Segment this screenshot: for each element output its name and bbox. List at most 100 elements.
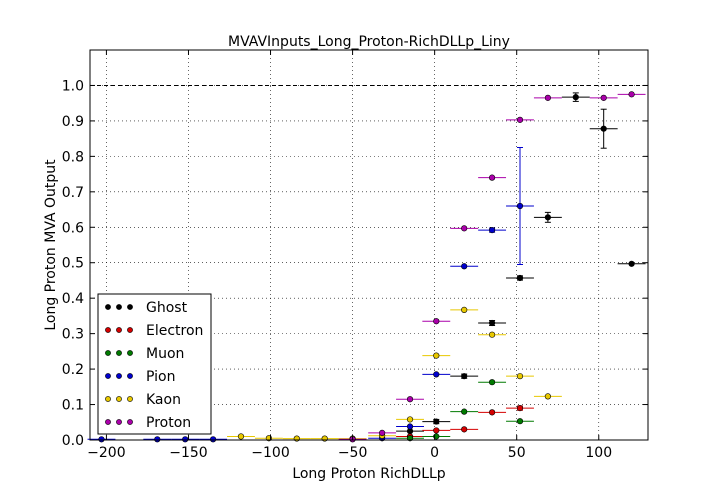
electron-point xyxy=(478,409,507,416)
proton-marker xyxy=(433,318,440,325)
kaon-marker xyxy=(488,331,496,338)
pion-point xyxy=(396,423,424,430)
y-tick-label: 0.1 xyxy=(62,398,84,414)
series-muon xyxy=(396,379,534,442)
muon-marker xyxy=(461,408,468,415)
ghost-marker xyxy=(628,260,635,267)
pion-marker xyxy=(98,436,105,443)
series-proton xyxy=(338,91,646,443)
legend-marker xyxy=(127,373,133,379)
ghost-point xyxy=(561,92,590,102)
legend-marker xyxy=(116,327,122,333)
ghost-marker xyxy=(516,274,524,282)
series-kaon xyxy=(227,306,562,442)
pion-marker xyxy=(154,436,161,443)
legend-item-electron: Electron xyxy=(105,323,203,339)
pion-point xyxy=(506,147,534,265)
electron-marker xyxy=(488,409,496,416)
muon-point xyxy=(478,379,507,386)
y-tick-label: 0.0 xyxy=(62,433,84,449)
x-tick-label: 0 xyxy=(430,445,439,461)
legend-label: Pion xyxy=(146,369,175,385)
proton-point xyxy=(368,429,397,437)
series-ghost xyxy=(396,92,646,435)
proton-point xyxy=(422,318,451,325)
legend-marker xyxy=(105,373,111,379)
legend-marker xyxy=(105,396,111,402)
muon-marker xyxy=(516,418,524,425)
pion-point xyxy=(422,371,451,378)
pion-marker xyxy=(433,371,440,378)
proton-marker xyxy=(406,396,414,403)
legend-marker xyxy=(105,327,111,333)
muon-point xyxy=(506,418,534,425)
x-tick-label: −200 xyxy=(87,445,125,461)
pion-point xyxy=(478,227,507,234)
electron-point xyxy=(450,426,479,433)
legend-marker xyxy=(116,396,122,402)
legend-marker xyxy=(127,396,133,402)
pion-marker xyxy=(488,227,496,234)
pion-marker xyxy=(209,436,217,443)
kaon-point xyxy=(478,331,507,338)
ghost-point xyxy=(533,211,562,223)
x-tick-label: 50 xyxy=(508,445,526,461)
electron-point xyxy=(506,404,534,412)
pion-point xyxy=(87,436,116,443)
electron-point xyxy=(422,427,451,434)
pion-point xyxy=(199,436,228,443)
y-tick-label: 0.3 xyxy=(62,327,84,343)
pion-marker xyxy=(406,423,414,430)
legend-item-proton: Proton xyxy=(105,415,191,431)
legend-marker xyxy=(127,327,133,333)
legend-marker xyxy=(127,350,133,356)
pion-marker xyxy=(516,202,524,210)
chart-title: MVAVInputs_Long_Proton-RichDLLp_Liny xyxy=(228,34,510,50)
x-tick-label: 100 xyxy=(585,445,612,461)
x-tick-label: −50 xyxy=(338,445,368,461)
ghost-point xyxy=(617,260,646,267)
kaon-point xyxy=(227,433,255,440)
ghost-marker xyxy=(461,373,468,380)
proton-point xyxy=(589,94,618,101)
legend-item-pion: Pion xyxy=(105,369,175,385)
muon-point xyxy=(450,408,479,415)
y-tick-label: 0.8 xyxy=(62,149,84,165)
proton-point xyxy=(396,396,424,403)
legend-label: Kaon xyxy=(146,392,181,408)
legend-box xyxy=(97,293,212,435)
kaon-marker xyxy=(461,306,468,313)
proton-marker xyxy=(600,94,607,101)
legend-marker xyxy=(105,419,111,425)
legend-marker xyxy=(116,350,122,356)
kaon-point xyxy=(396,416,424,423)
proton-point xyxy=(506,116,534,123)
kaon-marker xyxy=(237,433,245,440)
proton-marker xyxy=(516,116,524,123)
pion-marker xyxy=(461,263,468,270)
pion-point xyxy=(450,263,479,270)
kaon-marker xyxy=(516,373,524,380)
ghost-point xyxy=(589,108,618,149)
kaon-point xyxy=(506,373,534,380)
proton-marker xyxy=(379,429,386,437)
pion-marker xyxy=(182,436,189,443)
ghost-point xyxy=(450,373,479,380)
ghost-marker xyxy=(433,418,440,425)
legend-marker xyxy=(116,304,122,310)
grid xyxy=(90,50,648,441)
legend: Ghost Electron Muon Pion Kaon Proton xyxy=(97,293,212,435)
kaon-marker xyxy=(293,435,300,442)
electron-marker xyxy=(461,426,468,433)
proton-point xyxy=(533,94,562,101)
ghost-point xyxy=(478,319,507,327)
axis-ticks: −200 −150 −100 −50 0 50 100 0.0 0.1 0.2 0.3 0.4 0.5 0… xyxy=(62,50,648,461)
ghost-point xyxy=(506,274,534,282)
kaon-point xyxy=(422,352,451,359)
kaon-point xyxy=(254,435,283,442)
legend-label: Ghost xyxy=(146,300,188,316)
kaon-marker xyxy=(406,416,414,423)
legend-marker xyxy=(116,373,122,379)
proton-marker xyxy=(461,225,468,232)
